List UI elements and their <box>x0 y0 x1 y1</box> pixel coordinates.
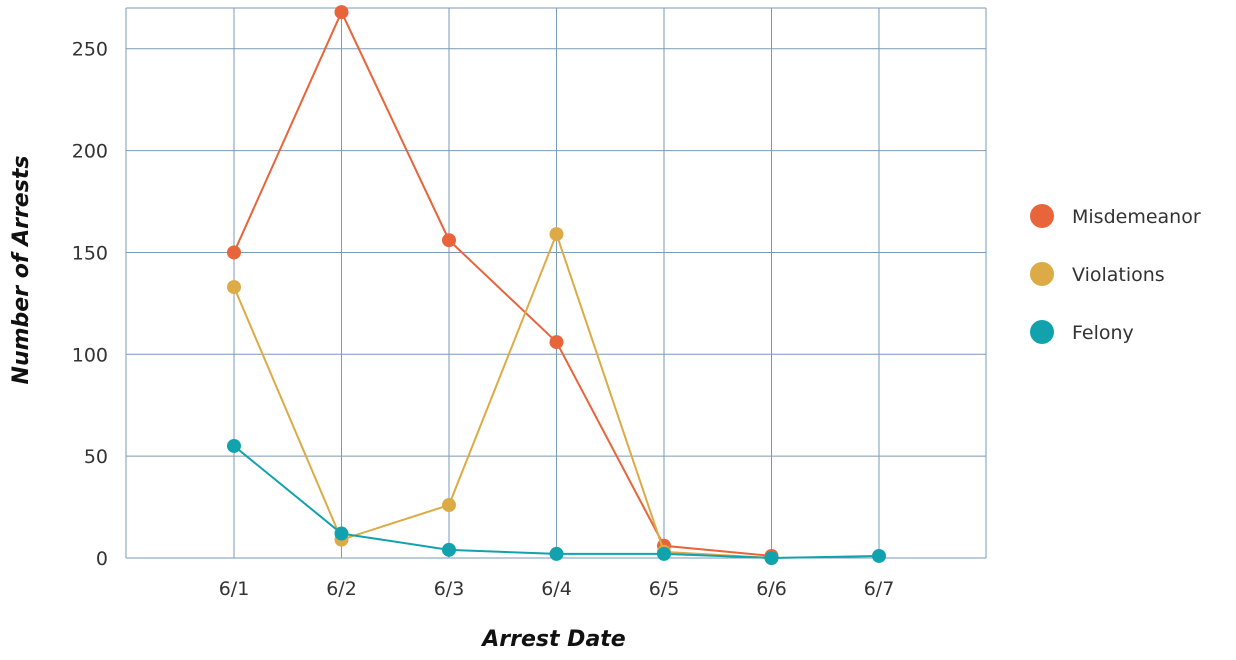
data-point <box>442 233 456 248</box>
series-misdemeanor <box>227 5 779 563</box>
data-point <box>872 548 886 563</box>
legend-label: Misdemeanor <box>1072 206 1201 228</box>
y-axis-title: Number of Arrests <box>9 156 34 385</box>
data-point <box>334 526 349 541</box>
x-tick-label: 6/6 <box>756 578 787 600</box>
x-axis-title: Arrest Date <box>480 627 626 652</box>
x-tick-label: 6/5 <box>649 578 680 600</box>
series-line <box>233 231 772 559</box>
x-axis-ticks: 6/1 6/2 6/3 6/4 6/5 6/6 6/7 <box>219 578 895 600</box>
legend-label: Violations <box>1072 264 1165 286</box>
legend: Misdemeanor Violations Felony <box>1030 204 1201 344</box>
data-point <box>549 546 564 561</box>
y-tick-label: 50 <box>84 446 108 468</box>
y-tick-label: 200 <box>72 141 108 163</box>
y-tick-label: 250 <box>72 39 108 61</box>
x-tick-label: 6/7 <box>864 578 895 600</box>
x-tick-label: 6/3 <box>434 578 465 600</box>
y-axis-ticks: 0 50 100 150 200 250 <box>72 39 108 570</box>
data-point <box>764 551 779 565</box>
x-tick-label: 6/2 <box>326 578 357 600</box>
series-group <box>227 5 886 565</box>
data-point <box>549 227 564 242</box>
y-tick-label: 150 <box>72 242 108 264</box>
series-felony <box>227 438 886 565</box>
legend-marker <box>1030 320 1054 344</box>
data-point <box>227 438 241 453</box>
data-point <box>442 542 456 557</box>
series-violations <box>227 227 779 565</box>
y-tick-label: 0 <box>96 548 108 570</box>
x-tick-label: 6/4 <box>541 578 572 600</box>
grid <box>125 7 987 559</box>
data-point <box>227 280 241 295</box>
series-line <box>233 9 772 557</box>
data-point <box>657 546 671 561</box>
legend-marker <box>1030 262 1054 286</box>
legend-marker <box>1030 204 1054 228</box>
data-point <box>549 335 564 350</box>
legend-label: Felony <box>1072 322 1134 344</box>
data-point <box>334 5 349 20</box>
x-tick-label: 6/1 <box>219 578 250 600</box>
data-point <box>227 245 241 260</box>
data-point <box>442 498 456 513</box>
y-tick-label: 100 <box>72 344 108 366</box>
